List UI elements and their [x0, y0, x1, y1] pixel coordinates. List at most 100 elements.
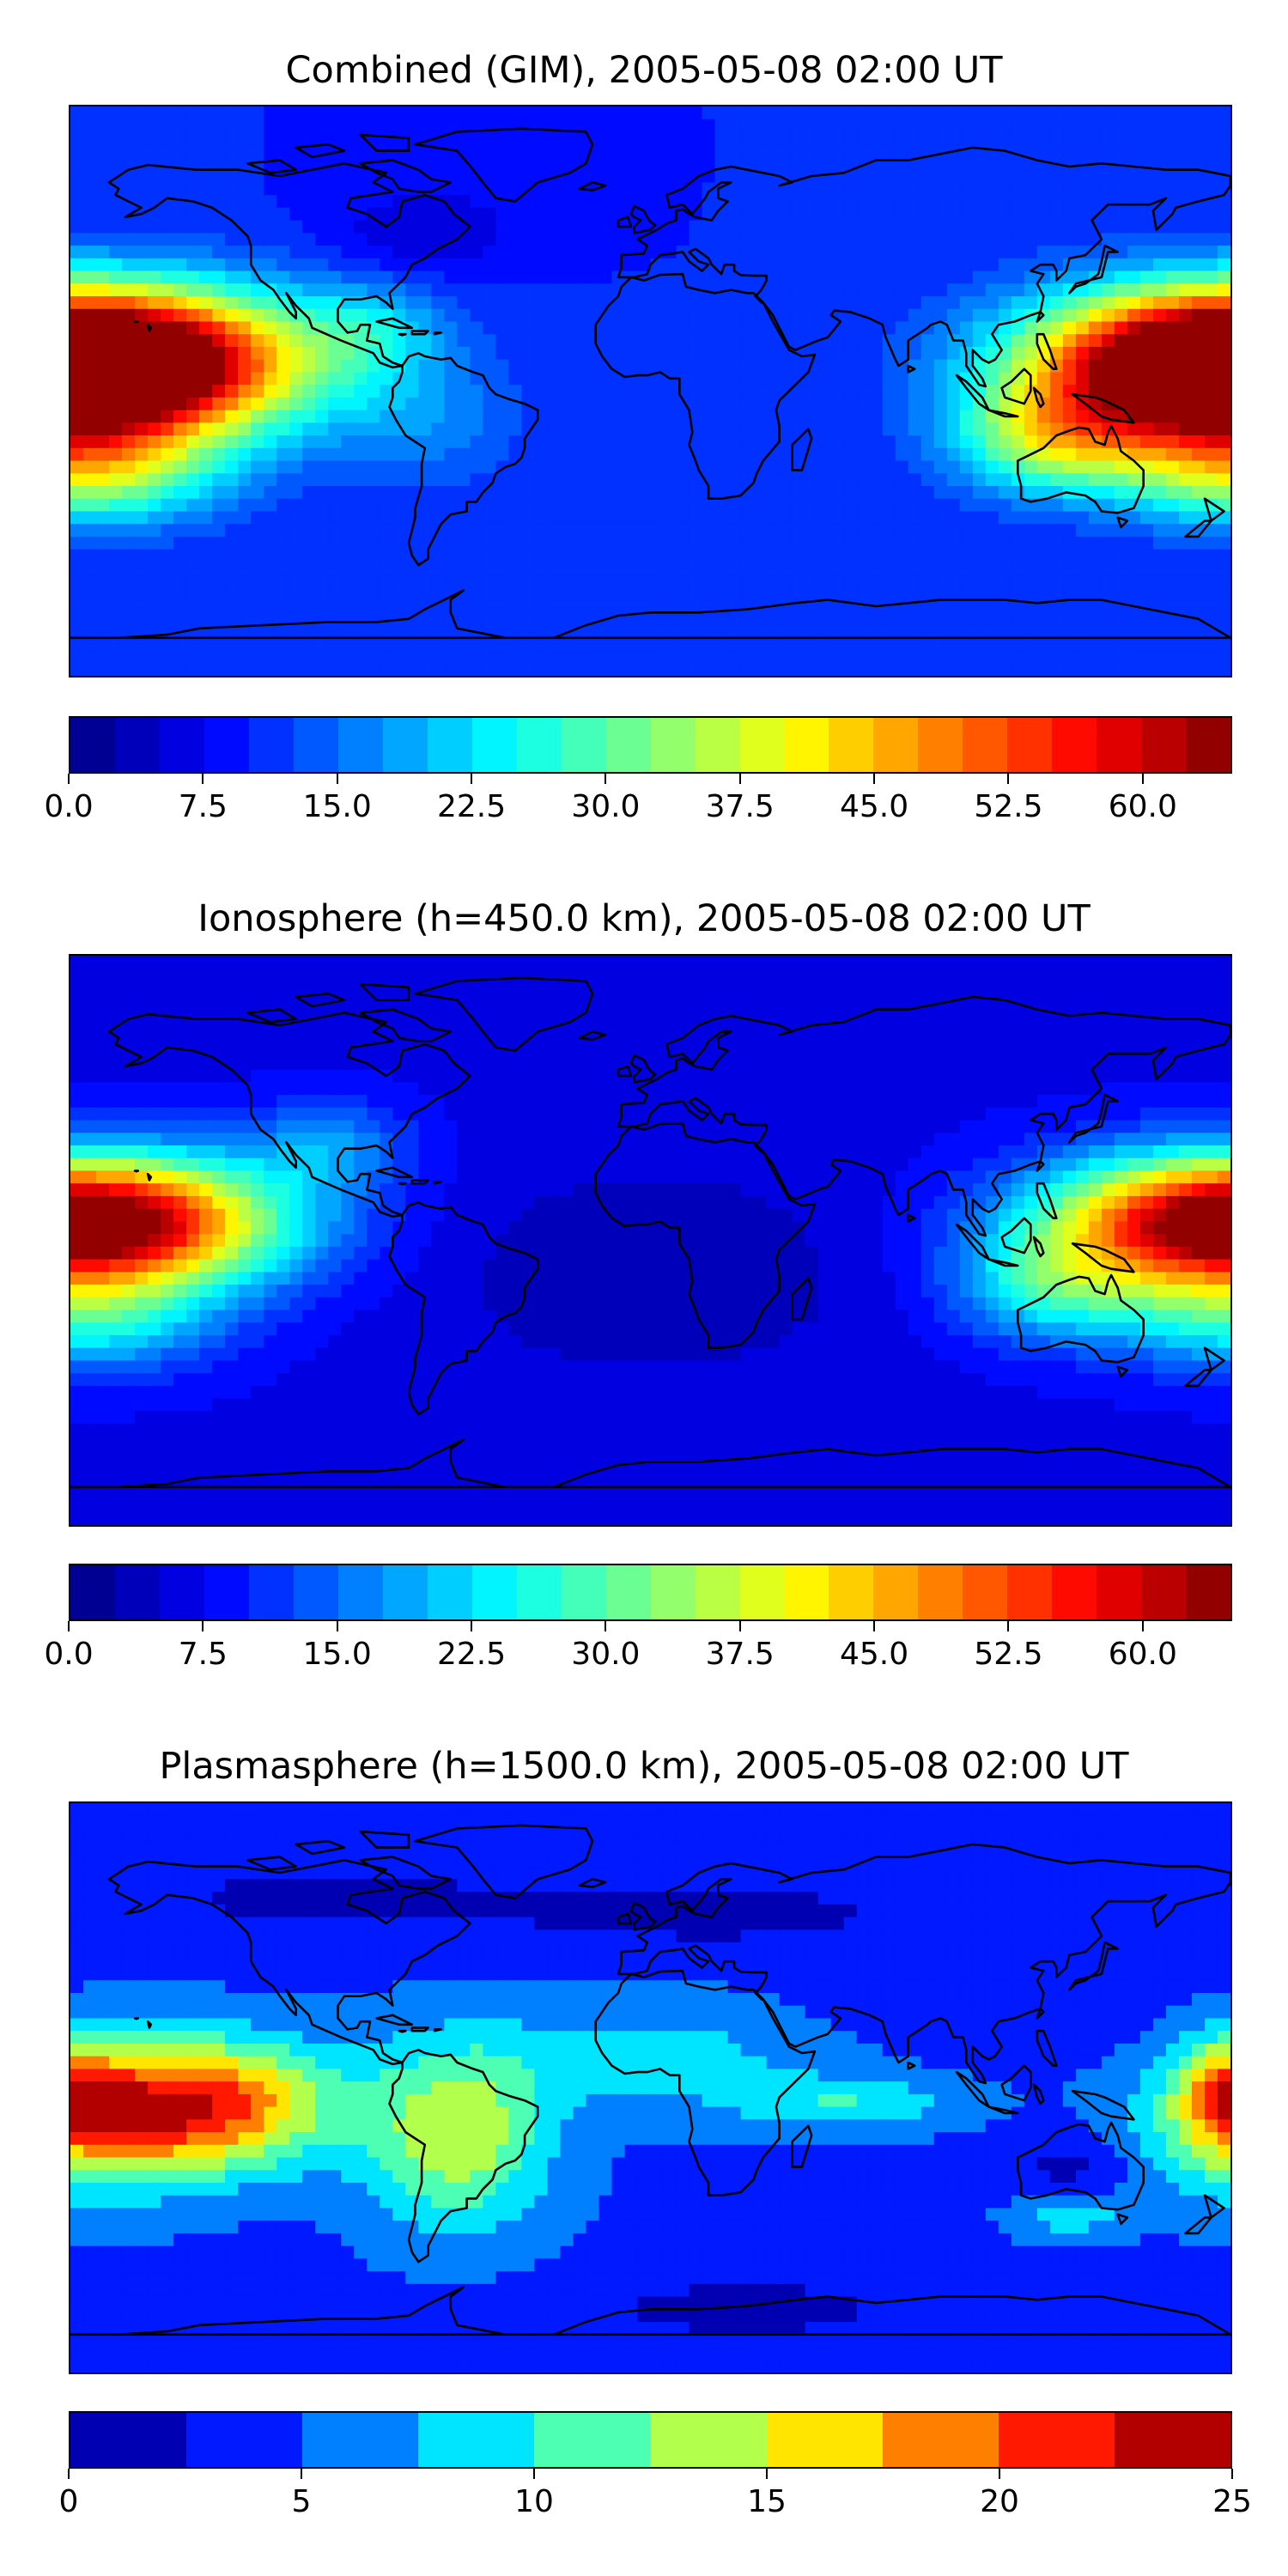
coastline [1071, 2089, 1135, 2121]
coastline [1184, 1369, 1212, 1388]
colorbar-tick-label: 10 [514, 2484, 554, 2519]
coastline [375, 2014, 414, 2026]
colorbar-tick-mark [301, 2469, 302, 2479]
colorbar-level [516, 1565, 562, 1619]
coastline [617, 216, 633, 228]
coastline [146, 323, 153, 332]
coastline [1036, 1182, 1058, 1219]
field-cells [70, 1803, 1230, 2372]
coastline [1116, 2213, 1129, 2226]
colorbar-level [650, 718, 696, 772]
coastline [1000, 1217, 1032, 1255]
field-cells [70, 106, 1230, 676]
colorbar-level [1052, 1565, 1097, 1619]
coastline [1071, 1242, 1135, 1273]
colorbar-tick-mark [873, 1621, 876, 1631]
colorbar-level [561, 718, 606, 772]
coastline [133, 1170, 140, 1173]
coastline [1203, 497, 1225, 522]
colorbar-level [605, 1565, 651, 1619]
colorbar-level [695, 1565, 740, 1619]
colorbar-tick-label: 22.5 [436, 789, 507, 824]
colorbar-tick-label: 52.5 [974, 789, 1043, 824]
coastline [1032, 1236, 1045, 1258]
colorbar-level [918, 1565, 963, 1619]
colorbar-level [695, 718, 740, 772]
colorbar-level [1114, 2413, 1230, 2467]
coastline [629, 1901, 657, 1931]
colorbar-level [739, 1565, 785, 1619]
colorbar-tick-label: 0.0 [44, 1637, 94, 1672]
coastline [1036, 2008, 1045, 2020]
coastline [1000, 2064, 1032, 2102]
colorbar-level [204, 718, 249, 772]
panel-2-title: Ionosphere (h=450.0 km), 2005-05-08 02:0… [197, 897, 1091, 940]
panel-2-colorbar [69, 1564, 1232, 1621]
colorbar-tick-label: 60.0 [1108, 1637, 1177, 1672]
colorbar-tick-label: 5 [291, 2484, 312, 2519]
coastline [70, 2286, 1230, 2336]
colorbar-tick-mark [68, 1621, 70, 1631]
coastline [1068, 1093, 1119, 1144]
coastline [987, 1258, 1019, 1267]
panel-3-title: Plasmasphere (h=1500.0 km), 2005-05-08 0… [159, 1745, 1129, 1788]
coastline [1116, 1365, 1129, 1378]
coastline [907, 1213, 916, 1223]
coastline [1032, 386, 1045, 409]
colorbar-level [784, 718, 829, 772]
coastline [414, 127, 594, 203]
coastline [594, 1969, 817, 2196]
colorbar-tick-label: 15.0 [302, 789, 372, 824]
colorbar-tick-mark [68, 2469, 70, 2479]
coastline [791, 1277, 813, 1321]
coastline [1068, 1941, 1119, 1991]
colorbar-tick-mark [471, 774, 473, 784]
colorbar-level [471, 718, 517, 772]
colorbar-level [918, 718, 963, 772]
panel-1-map [69, 105, 1232, 677]
colorbar-tick-label: 45.0 [839, 789, 909, 824]
colorbar-level [882, 2413, 999, 2467]
colorbar-tick-mark [1007, 774, 1010, 784]
colorbar-level [1097, 1565, 1142, 1619]
colorbar-tick-label: 22.5 [436, 1637, 507, 1672]
coastline [295, 143, 346, 159]
colorbar-level [561, 1565, 606, 1619]
colorbar-tick-mark [1231, 2469, 1233, 2479]
colorbar-level [650, 1565, 696, 1619]
coastline [1203, 2194, 1225, 2219]
coastline [617, 1912, 633, 1925]
coastline [433, 1181, 442, 1185]
coastline [629, 1054, 657, 1084]
colorbar-level [248, 1565, 294, 1619]
colorbar-tick-mark [202, 1621, 204, 1631]
coastline [433, 331, 442, 336]
coastline [146, 1172, 153, 1182]
colorbar-level [1097, 718, 1142, 772]
coastline [1068, 244, 1119, 295]
colorbar-tick-label: 52.5 [974, 1637, 1043, 1672]
colorbar-level [293, 718, 338, 772]
colorbar-level [114, 718, 160, 772]
coastline [987, 409, 1019, 418]
coastline [70, 1438, 1230, 1489]
coastline [133, 320, 140, 324]
panel-1-title: Combined (GIM), 2005-05-08 02:00 UT [285, 49, 1003, 92]
coastline [1071, 392, 1135, 424]
colorbar-tick-label: 30.0 [571, 789, 641, 824]
coastline [295, 1839, 346, 1856]
colorbar-level [382, 1565, 428, 1619]
coastline [398, 1182, 407, 1186]
colorbar-level [829, 1565, 874, 1619]
colorbar-level [829, 718, 874, 772]
colorbar-tick-mark [873, 774, 876, 784]
coastline [133, 2017, 140, 2020]
colorbar-tick-label: 0.0 [44, 789, 94, 824]
coastline [1036, 311, 1045, 323]
coastline [791, 428, 813, 471]
colorbar-tick-mark [533, 2469, 535, 2479]
coastline [375, 1166, 414, 1179]
colorbar-level [1186, 718, 1231, 772]
colorbar-level [204, 1565, 249, 1619]
coastlines [70, 1824, 1230, 2336]
